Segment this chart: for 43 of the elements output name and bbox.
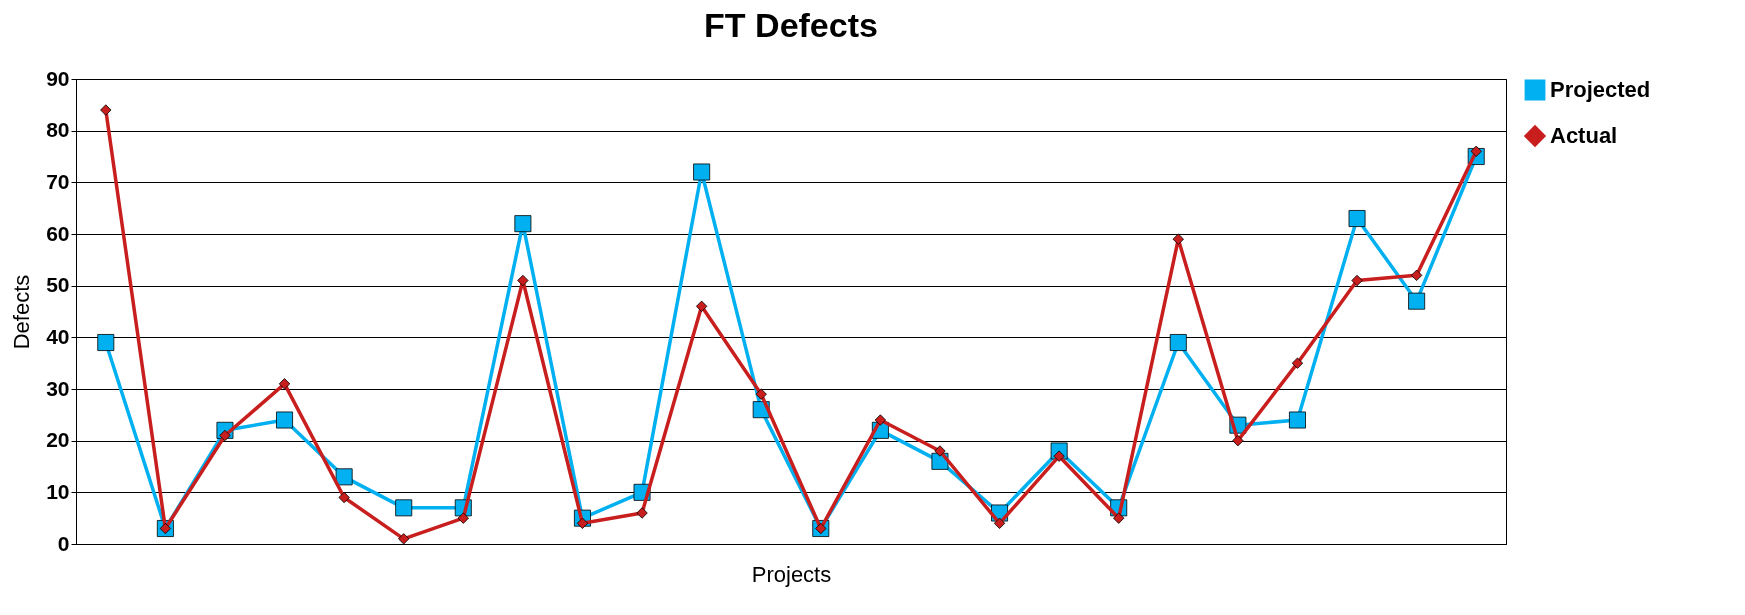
chart-title: FT Defects [704, 6, 878, 44]
y-tick-label: 20 [46, 428, 70, 452]
point [636, 507, 648, 519]
point [517, 274, 529, 287]
point [335, 468, 353, 486]
point [276, 411, 293, 429]
point [1348, 210, 1366, 227]
point [874, 414, 887, 426]
point [398, 533, 410, 545]
point [338, 491, 350, 504]
point [755, 388, 767, 400]
y-tick-label: 80 [46, 118, 70, 142]
point [1291, 357, 1304, 369]
point [278, 378, 291, 390]
y-tick-label: 30 [46, 376, 70, 400]
y-tick-label: 50 [46, 273, 70, 297]
y-tick-label: 60 [46, 221, 70, 245]
point [395, 499, 413, 517]
point [934, 445, 946, 457]
legend-label: Actual [1550, 123, 1618, 148]
y-tick-label: 90 [46, 66, 70, 90]
y-tick-label: 70 [46, 169, 70, 193]
point [993, 517, 1006, 529]
point [1172, 233, 1184, 245]
y-tick-label: 10 [46, 479, 70, 503]
point [1410, 269, 1423, 281]
y-tick-label: 40 [46, 324, 70, 348]
point [514, 215, 532, 233]
point [457, 512, 469, 524]
point [97, 334, 115, 351]
point [695, 300, 708, 312]
point [100, 104, 112, 116]
y-axis-title: Defects [9, 274, 35, 350]
point [1232, 435, 1244, 447]
point [1169, 334, 1187, 351]
point [693, 163, 711, 181]
legend-label: Projected [1550, 77, 1651, 102]
y-tick-label: 0 [57, 531, 70, 555]
point [1113, 512, 1125, 524]
point [1408, 292, 1426, 310]
point [1289, 411, 1306, 429]
point [1351, 274, 1363, 287]
x-axis-title: Projects [751, 561, 832, 587]
